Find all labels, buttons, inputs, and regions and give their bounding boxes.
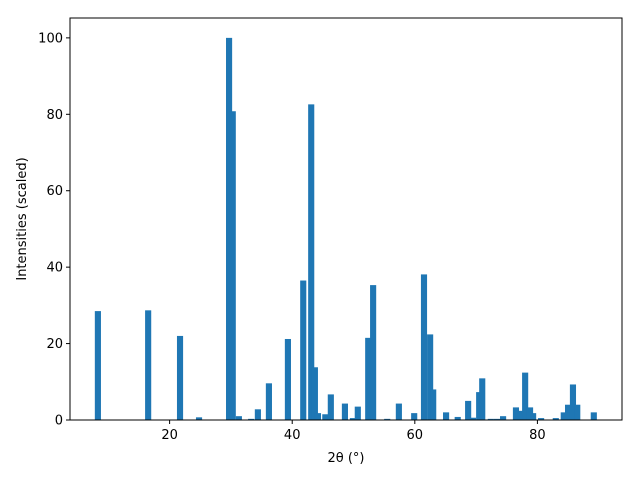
bar [311,367,318,420]
x-tick-label: 20 [161,428,178,443]
bar [341,403,348,420]
bar [560,412,567,420]
bar [443,412,450,420]
bar [354,406,361,420]
bar [590,412,597,420]
bar [300,280,307,420]
bar [235,416,242,420]
bar [469,417,477,420]
bar [254,409,261,420]
bar [176,335,184,420]
bar [308,104,315,421]
bar [411,413,418,420]
bar [349,418,356,420]
bar [538,418,545,420]
x-tick-label: 60 [407,428,424,443]
y-tick-label: 20 [46,337,63,352]
bar [94,311,101,420]
bar [493,418,501,420]
bar [574,404,581,420]
y-axis-label: Intensities (scaled) [15,157,30,280]
bar [552,418,559,420]
bar [145,310,152,420]
bar [229,111,236,421]
bar [248,418,255,420]
x-tick-label: 40 [284,428,301,443]
y-tick-label: 40 [46,261,63,276]
y-tick-label: 80 [46,108,63,123]
bar [530,413,537,420]
bar [430,389,437,420]
bar [327,394,334,420]
bar [512,407,520,420]
bar [195,417,203,420]
bar [226,37,233,420]
y-tick-label: 0 [55,414,63,429]
bar [265,383,272,420]
bar [314,413,322,420]
bar [569,384,577,420]
y-tick-label: 100 [38,31,63,46]
bar [427,334,434,420]
bar [517,410,524,420]
bar [420,274,428,420]
bar [384,418,391,420]
x-axis-label: 2θ (°) [327,451,364,466]
bar [465,400,472,420]
bar [500,416,507,420]
bar [487,418,494,420]
bar [365,337,372,420]
plot-frame [69,17,623,421]
bar [395,403,402,420]
bar [454,416,461,420]
bar [322,414,329,420]
y-tick-label: 60 [46,184,63,199]
bar [370,285,377,420]
bar [284,338,291,420]
bar [479,378,486,420]
bar [522,372,529,420]
x-tick-label: 80 [529,428,546,443]
bar [564,404,572,420]
